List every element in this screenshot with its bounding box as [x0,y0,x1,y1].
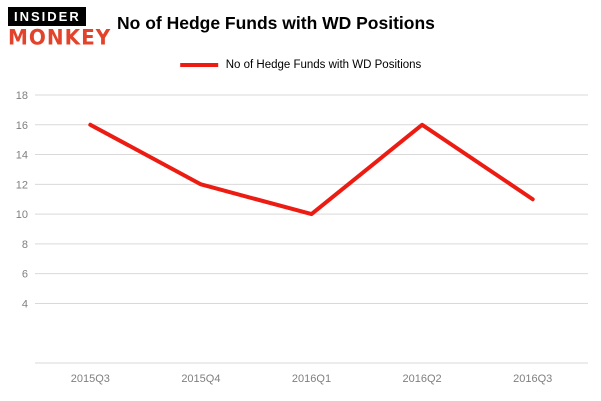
chart-title: No of Hedge Funds with WD Positions [117,13,435,33]
y-tick-label: 10 [16,209,28,221]
y-tick-label: 16 [16,120,28,132]
series-line-0 [88,122,535,217]
x-tick-label: 2016Q1 [292,373,331,385]
y-tick-label: 14 [16,150,28,162]
insider-monkey-logo: INSIDER MONKEY [8,7,112,50]
x-tick-label: 2015Q4 [181,373,220,385]
y-tick-label: 6 [22,269,28,281]
x-tick-label: 2016Q2 [403,373,442,385]
logo-insider-text: INSIDER [8,7,86,26]
y-tick-label: 8 [22,239,28,251]
y-tick-label: 12 [16,179,28,191]
y-tick-label: 4 [22,298,28,310]
legend: No of Hedge Funds with WD Positions [179,59,422,71]
legend-label: No of Hedge Funds with WD Positions [225,59,422,71]
logo-monkey-text: MONKEY [8,24,112,50]
x-tick-label: 2015Q3 [71,373,110,385]
legend-line-swatch [179,63,218,67]
x-tick-label: 2016Q3 [513,373,552,385]
y-tick-label: 18 [16,90,28,102]
